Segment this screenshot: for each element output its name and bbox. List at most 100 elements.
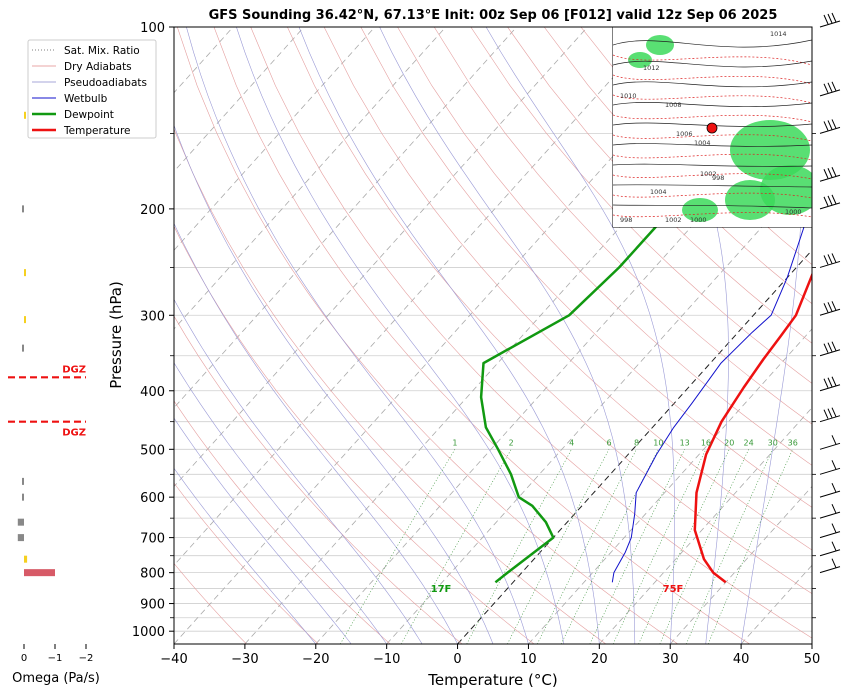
omega-bar xyxy=(24,555,28,563)
isotherm-line xyxy=(528,328,812,644)
wind-barb-staff xyxy=(819,174,841,182)
y-axis-ticks: 100 200 300 400 500 600 700 800 900 1000 xyxy=(132,21,816,640)
legend: Sat. Mix. Ratio Dry Adiabats Pseudoadiab… xyxy=(27,39,157,139)
dry-adiabat-line xyxy=(174,562,247,644)
map-pressure-label: 1004 xyxy=(650,188,667,196)
wind-barb xyxy=(819,81,841,97)
wind-barb-staff xyxy=(819,442,841,450)
mixing-ratio-line xyxy=(638,449,730,644)
mixing-ratio-line xyxy=(612,449,707,644)
x-tick-label: 10 xyxy=(520,652,537,667)
wind-barb xyxy=(819,376,841,392)
map-contour-line xyxy=(613,102,812,108)
x-tick-label: 0 xyxy=(453,652,461,667)
wind-barb-staff xyxy=(819,308,841,316)
y-axis-label: Pressure (hPa) xyxy=(107,281,125,389)
wind-barb-flag xyxy=(831,435,837,445)
x-tick-label: −20 xyxy=(302,652,329,667)
wind-barb-flag xyxy=(831,167,837,177)
dewpoint-surface-label: 17F xyxy=(431,584,452,595)
wind-barb-flag xyxy=(827,120,833,130)
wind-barb-staff xyxy=(819,349,841,357)
mixing-ratio-label: 20 xyxy=(724,438,734,447)
mixing-ratio-line xyxy=(707,449,793,644)
y-tick-label: 1000 xyxy=(132,625,165,640)
mixing-ratio-line xyxy=(537,449,637,644)
map-contour-line xyxy=(613,143,812,147)
mixing-ratio-label: 30 xyxy=(768,438,778,447)
wind-barb-flag xyxy=(831,12,837,23)
wind-barb-flag xyxy=(823,255,829,265)
dry-adiabat-line xyxy=(323,27,812,551)
y-tick-label: 500 xyxy=(140,443,165,458)
wind-barbs xyxy=(811,12,841,644)
map-thickness-line xyxy=(613,114,812,123)
wind-barb xyxy=(819,503,841,519)
wind-barb-flag xyxy=(831,460,837,470)
mixing-ratio-label: 2 xyxy=(509,438,514,447)
y-tick-label: 100 xyxy=(140,21,165,36)
dry-adiabat-line xyxy=(287,27,812,594)
wind-barb-flag xyxy=(831,194,837,205)
map-thickness-line xyxy=(613,74,812,85)
dry-adiabat-line xyxy=(543,27,812,305)
pseudoadiabat-line xyxy=(236,27,565,644)
mixing-ratio-label: 36 xyxy=(788,438,798,447)
wind-barb-flag xyxy=(827,377,833,387)
map-pressure-label: 1002 xyxy=(700,170,717,178)
pseudoadiabat-line xyxy=(174,362,387,644)
wind-barb-staff xyxy=(819,566,841,574)
dry-adiabat-line xyxy=(174,400,391,644)
dry-adiabat-line xyxy=(250,27,812,639)
wind-barb-flag xyxy=(831,558,837,568)
pseudoadiabat-line xyxy=(485,27,675,644)
omega-bar xyxy=(22,205,24,213)
isotherm-line xyxy=(174,27,517,409)
wind-barb xyxy=(819,482,841,498)
isotherm-line xyxy=(386,170,812,644)
wind-barb-staff xyxy=(819,126,841,134)
wind-barb-flag xyxy=(831,503,837,514)
mixing-ratio-lines xyxy=(340,449,793,644)
mixing-ratio-line xyxy=(589,449,685,644)
wind-barb-flag xyxy=(827,342,833,352)
wind-barb-flag xyxy=(823,14,829,25)
wind-barb xyxy=(819,460,841,475)
isotherm-line xyxy=(174,27,588,488)
map-contour-line xyxy=(613,184,812,188)
wind-barb-flag xyxy=(831,119,837,129)
wind-barb-staff xyxy=(819,415,841,423)
wind-barb xyxy=(819,558,841,574)
wind-barb-flag xyxy=(823,169,829,179)
map-thickness-line xyxy=(613,54,812,66)
wind-barb-flag xyxy=(823,121,829,131)
mixing-ratio-line xyxy=(659,449,749,644)
wind-barb xyxy=(819,12,841,28)
wind-barb-flag xyxy=(823,303,829,313)
y-tick-label: 600 xyxy=(140,491,165,506)
omega-tick-label: −2 xyxy=(79,653,94,664)
legend-label-wetbulb: Wetbulb xyxy=(64,93,108,105)
omega-tick-label: 0 xyxy=(21,653,27,664)
wind-barb-flag xyxy=(831,482,837,493)
wind-barb-flag xyxy=(827,168,833,178)
dry-adiabat-line xyxy=(174,482,319,644)
wind-barb-flag xyxy=(827,13,833,24)
isotherm-line xyxy=(174,27,305,173)
legend-box xyxy=(27,39,157,139)
omega-bar xyxy=(24,111,26,119)
wind-barb xyxy=(819,341,841,357)
mixing-ratio-label: 10 xyxy=(653,438,663,447)
mixing-ratio-label: 24 xyxy=(744,438,754,447)
mixing-ratio-line xyxy=(340,449,456,644)
wind-barb-flag xyxy=(827,195,833,206)
mixing-ratio-label: 4 xyxy=(569,438,574,447)
wind-barb-flag xyxy=(831,523,837,533)
wind-barb-staff xyxy=(819,549,841,557)
y-tick-label: 200 xyxy=(140,203,165,218)
wind-barb xyxy=(819,435,841,450)
omega-bar xyxy=(24,569,55,577)
isobar-gridlines xyxy=(174,27,812,644)
mixing-ratio-label: 13 xyxy=(680,438,690,447)
legend-label-dry-adiabats: Dry Adiabats xyxy=(64,61,132,73)
